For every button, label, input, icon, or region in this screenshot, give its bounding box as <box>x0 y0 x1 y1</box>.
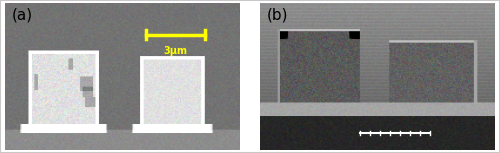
Text: 3μm: 3μm <box>164 46 188 56</box>
Text: (a): (a) <box>12 7 33 22</box>
Text: (b): (b) <box>267 7 288 22</box>
